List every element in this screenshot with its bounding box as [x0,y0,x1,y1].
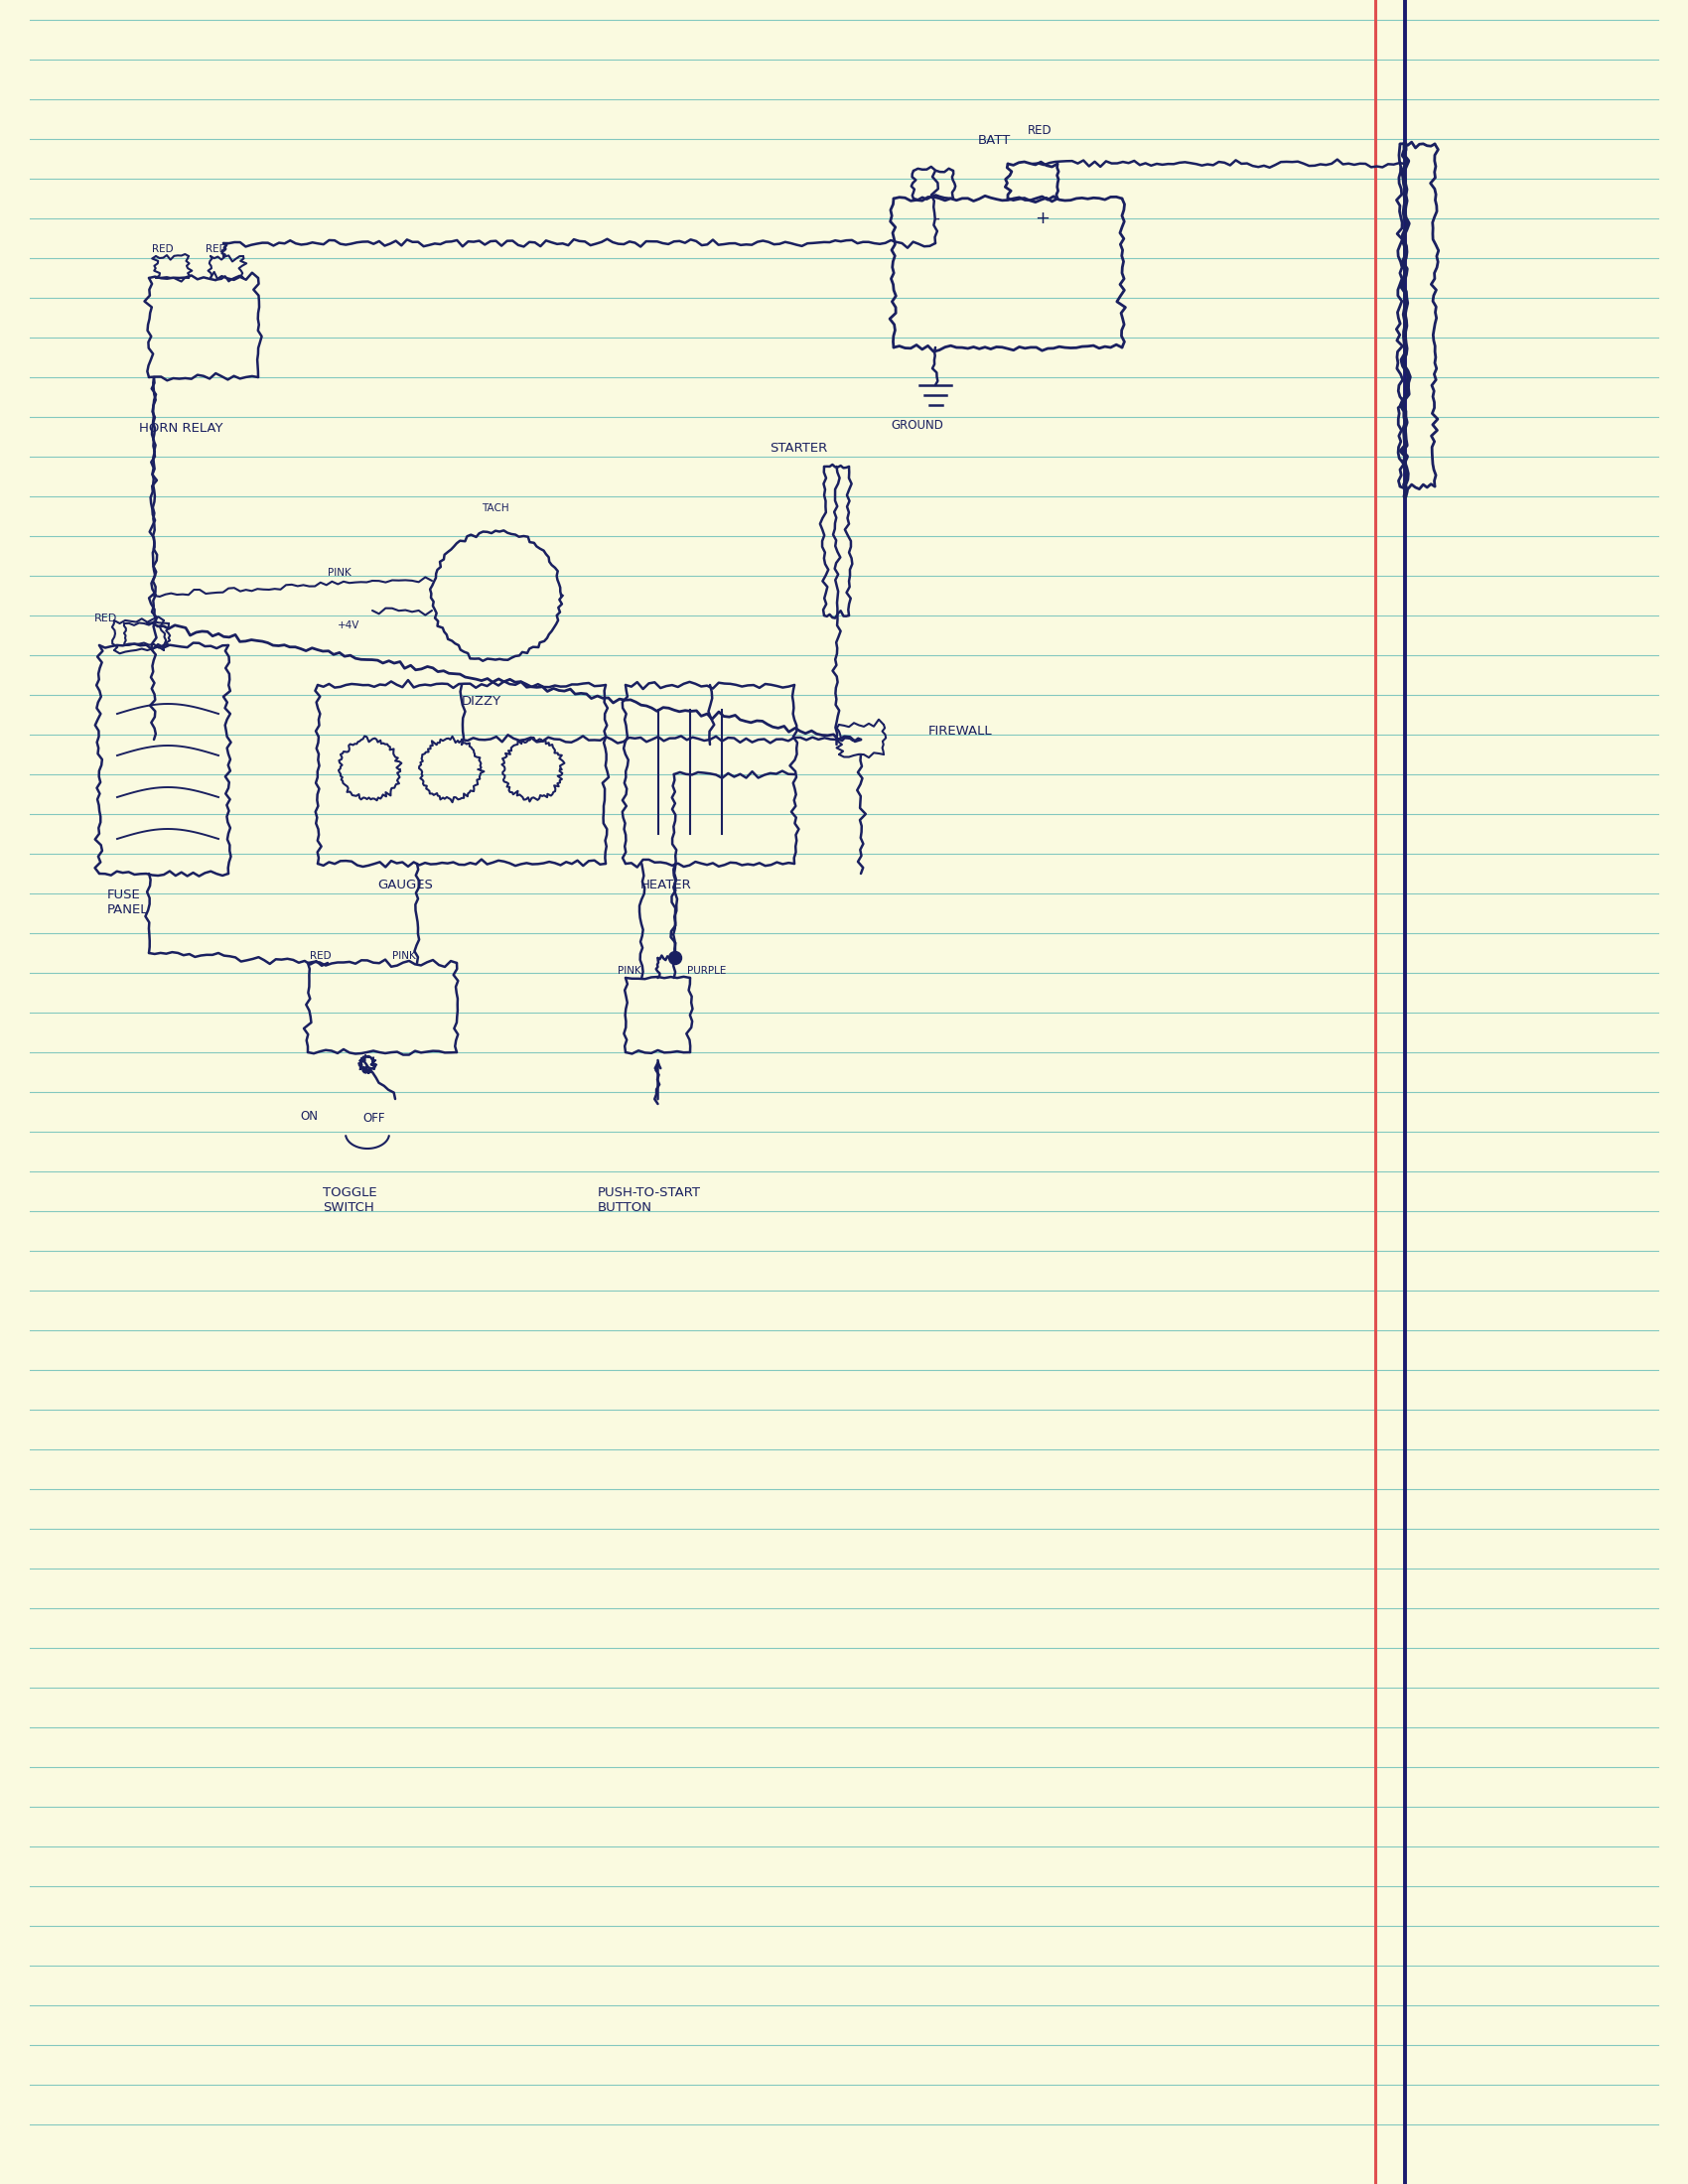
Text: GROUND: GROUND [891,419,944,432]
Text: +: + [1035,210,1050,227]
Text: STARTER: STARTER [770,441,827,454]
Text: -: - [933,210,939,227]
Text: RED: RED [95,614,118,622]
Text: DIZZY: DIZZY [463,695,501,708]
Text: BATT: BATT [977,133,1011,146]
Text: PINK: PINK [618,965,641,976]
Text: HORN RELAY: HORN RELAY [138,422,223,435]
Text: RED: RED [1028,124,1052,138]
Circle shape [668,952,682,965]
Text: HEATER: HEATER [640,878,692,891]
Text: FUSE
PANEL: FUSE PANEL [108,889,149,917]
Text: GAUGES: GAUGES [378,878,432,891]
Text: PURPLE: PURPLE [687,965,726,976]
Text: +4V: +4V [338,620,360,631]
Text: PINK: PINK [392,950,415,961]
Text: PINK: PINK [327,568,351,579]
Text: RED: RED [311,950,331,961]
Text: RED: RED [206,245,226,253]
Text: TACH: TACH [481,502,510,513]
Text: RED: RED [152,245,174,253]
Text: ON: ON [300,1109,317,1123]
Text: FIREWALL: FIREWALL [928,725,993,738]
Text: TOGGLE
SWITCH: TOGGLE SWITCH [322,1186,376,1214]
Text: PUSH-TO-START
BUTTON: PUSH-TO-START BUTTON [598,1186,701,1214]
Text: OFF: OFF [363,1112,385,1125]
